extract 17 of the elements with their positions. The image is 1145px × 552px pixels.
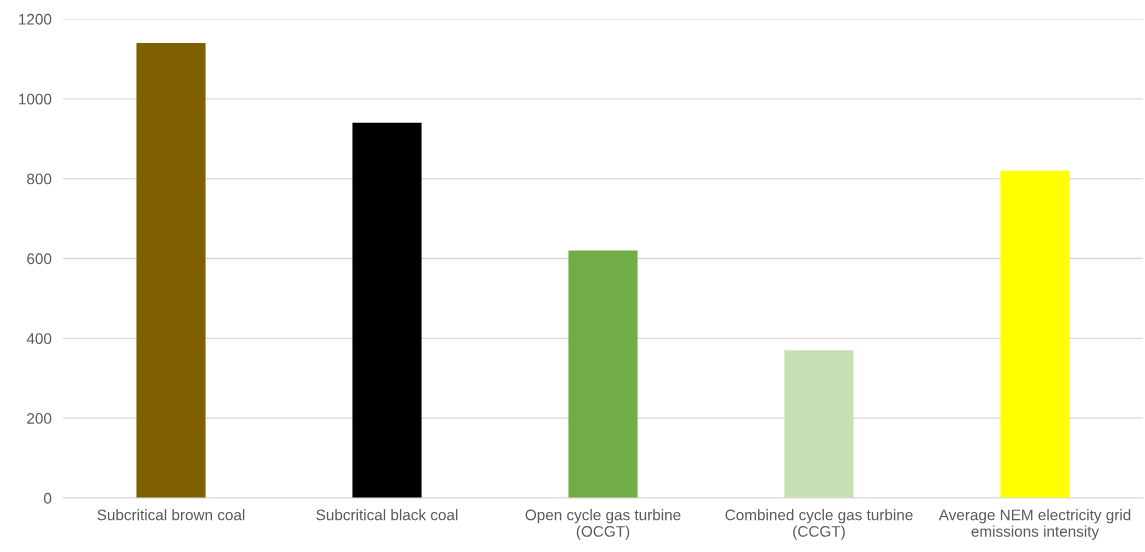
y-tick-label: 0 xyxy=(43,492,52,504)
y-tick-label: 1200 xyxy=(19,13,52,25)
y-tick-label: 1000 xyxy=(19,93,52,105)
y-tick-label: 800 xyxy=(27,173,52,185)
x-tick-label: Subcritical brown coal xyxy=(97,509,245,521)
bar xyxy=(568,250,638,498)
x-tick-label: Subcritical black coal xyxy=(316,509,458,521)
x-tick-label: Open cycle gas turbine (OCGT) xyxy=(525,509,681,540)
y-tick-label: 400 xyxy=(26,333,52,345)
y-tick-label: 200 xyxy=(27,413,52,424)
bar xyxy=(352,122,422,498)
x-tick-label: Average NEM electricity grid emissions intensity xyxy=(938,509,1131,540)
bar xyxy=(136,42,206,498)
bar xyxy=(784,350,854,498)
y-tick-label: 600 xyxy=(27,253,52,265)
bar xyxy=(1000,170,1070,498)
x-tick-label: Combined cycle gas turbine (CCGT) xyxy=(725,509,913,540)
